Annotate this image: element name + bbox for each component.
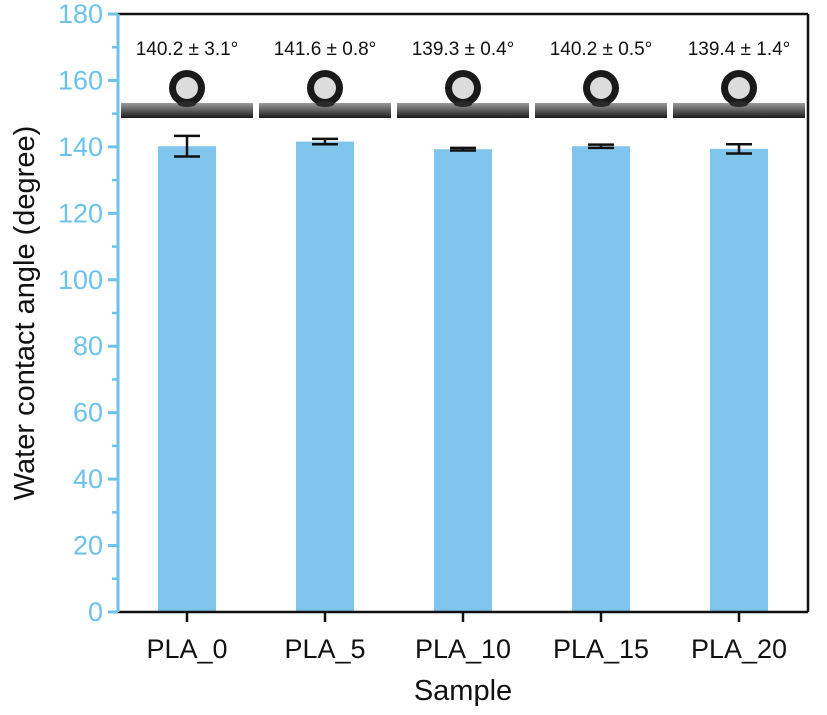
- droplet-base: [454, 101, 472, 107]
- droplet-surface: [673, 103, 805, 118]
- droplet-image-PLA_15: [535, 66, 667, 118]
- y-ticks: 0 20 40 60 80 100 120 140 160 180: [58, 0, 118, 627]
- bar-PLA_15: [572, 146, 630, 613]
- x-ticks: PLA_0 PLA_5 PLA_10 PLA_15 PLA_20: [146, 612, 787, 664]
- y-tick-label-100: 100: [58, 265, 103, 295]
- y-axis-title: Water contact angle (degree): [9, 126, 41, 501]
- droplet-surface: [535, 103, 667, 118]
- droplet-image-PLA_10: [397, 66, 529, 118]
- y-tick-label-120: 120: [58, 198, 103, 228]
- y-tick-label-60: 60: [73, 398, 103, 428]
- y-tick-label-180: 180: [58, 0, 103, 29]
- droplet-surface: [397, 103, 529, 118]
- droplet-surface: [121, 103, 253, 118]
- droplet-highlight: [728, 77, 750, 99]
- droplet-base: [592, 101, 610, 107]
- y-tick-label-20: 20: [73, 531, 103, 561]
- x-tick-label-PLA_5: PLA_5: [284, 634, 365, 664]
- bar-PLA_5: [296, 141, 354, 612]
- annotations: 140.2 ± 3.1° 141.6 ± 0.8° 139.3 ± 0.4° 140.…: [136, 39, 791, 60]
- y-tick-label-40: 40: [73, 464, 103, 494]
- droplet-base: [178, 101, 196, 107]
- x-axis-title: Sample: [414, 675, 512, 707]
- y-tick-label-0: 0: [88, 597, 103, 627]
- y-tick-label-80: 80: [73, 331, 103, 361]
- bar-PLA_20: [710, 148, 768, 613]
- x-tick-label-PLA_0: PLA_0: [146, 634, 227, 664]
- droplet-highlight: [590, 77, 612, 99]
- annotation-PLA_10: 139.3 ± 0.4°: [412, 39, 515, 60]
- droplet-image-PLA_5: [259, 66, 391, 118]
- annotation-PLA_20: 139.4 ± 1.4°: [688, 39, 791, 60]
- droplet-image-PLA_0: [121, 66, 253, 118]
- x-tick-label-PLA_20: PLA_20: [691, 634, 787, 664]
- bar-PLA_0: [158, 146, 216, 613]
- droplet-highlight: [452, 77, 474, 99]
- x-tick-label-PLA_10: PLA_10: [415, 634, 511, 664]
- bar-PLA_10: [434, 149, 492, 612]
- annotation-PLA_5: 141.6 ± 0.8°: [274, 39, 377, 60]
- error-bar-PLA_5: [312, 137, 338, 146]
- droplet-images: [121, 66, 805, 118]
- droplet-surface: [259, 103, 391, 118]
- droplet-highlight: [176, 77, 198, 99]
- y-tick-label-160: 160: [58, 65, 103, 95]
- droplet-highlight: [314, 77, 336, 99]
- error-bar-PLA_10: [450, 146, 476, 152]
- droplet-base: [730, 101, 748, 107]
- error-bar-PLA_0: [174, 134, 200, 158]
- error-bars: [174, 134, 752, 158]
- bars: [158, 141, 768, 613]
- error-bar-PLA_20: [726, 142, 752, 155]
- droplet-base: [316, 101, 334, 107]
- error-bar-PLA_15: [588, 143, 614, 150]
- annotation-PLA_15: 140.2 ± 0.5°: [550, 39, 653, 60]
- annotation-PLA_0: 140.2 ± 3.1°: [136, 39, 239, 60]
- droplet-image-PLA_20: [673, 66, 805, 118]
- y-tick-label-140: 140: [58, 132, 103, 162]
- x-tick-label-PLA_15: PLA_15: [553, 634, 649, 664]
